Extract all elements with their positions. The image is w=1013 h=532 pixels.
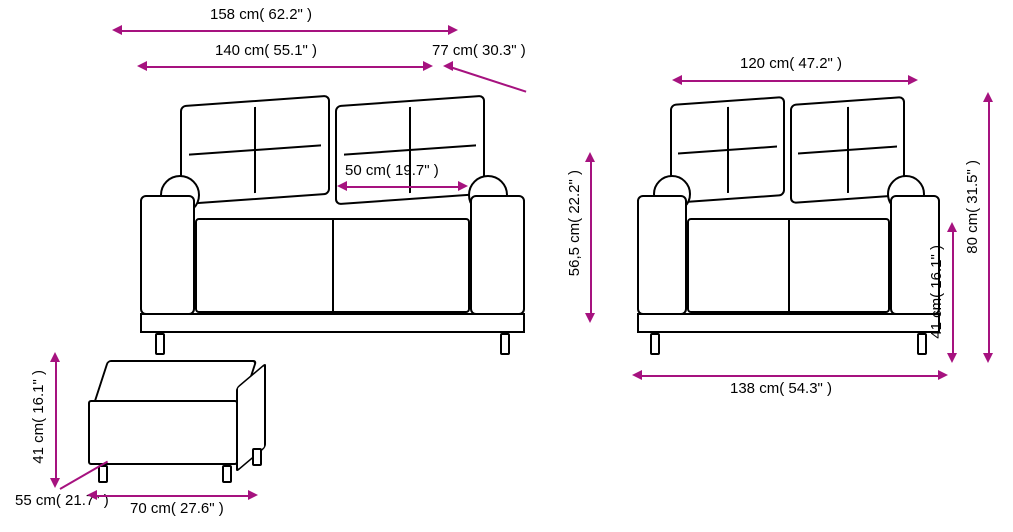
dim-arrow bbox=[947, 353, 957, 363]
ottoman-top bbox=[93, 360, 258, 405]
dim-line bbox=[120, 30, 450, 32]
dim-arrow bbox=[112, 25, 122, 35]
dim-arrow bbox=[423, 61, 433, 71]
dim-line bbox=[988, 100, 990, 355]
dim-arrow bbox=[137, 61, 147, 71]
diagram-root: 158 cm( 62.2" ) 140 cm( 55.1" ) 77 cm( 3… bbox=[0, 0, 1013, 532]
sofa-leg bbox=[155, 333, 165, 355]
two-seat-sofa bbox=[110, 100, 550, 360]
dim-arrow bbox=[50, 478, 60, 488]
dim-arrow bbox=[50, 352, 60, 362]
dim-line bbox=[952, 230, 954, 355]
dim-line bbox=[450, 66, 527, 93]
ottoman-leg bbox=[252, 448, 262, 466]
dim-line bbox=[95, 495, 250, 497]
sofa-arm-left bbox=[637, 195, 687, 315]
sofa-arm-left bbox=[140, 195, 195, 315]
dim-line bbox=[55, 360, 57, 480]
ottoman-leg bbox=[98, 465, 108, 483]
sofa-arm-right bbox=[470, 195, 525, 315]
loveseat bbox=[625, 100, 955, 360]
dim-arrow bbox=[87, 490, 97, 500]
dim-arrow bbox=[248, 490, 258, 500]
back-cushion bbox=[180, 95, 330, 205]
dim-label: 41 cm( 16.1" ) bbox=[30, 370, 47, 464]
seat-split bbox=[332, 218, 334, 313]
dim-arrow bbox=[337, 181, 347, 191]
dim-label: 50 cm( 19.7" ) bbox=[345, 162, 439, 179]
dim-arrow bbox=[632, 370, 642, 380]
sofa-leg bbox=[917, 333, 927, 355]
dim-label: 70 cm( 27.6" ) bbox=[130, 500, 224, 517]
dim-arrow bbox=[938, 370, 948, 380]
dim-line bbox=[640, 375, 940, 377]
dim-line bbox=[590, 160, 592, 315]
dim-arrow bbox=[908, 75, 918, 85]
ottoman bbox=[80, 360, 270, 500]
sofa-leg bbox=[650, 333, 660, 355]
ottoman-leg bbox=[222, 465, 232, 483]
dim-label: 56,5 cm( 22.2" ) bbox=[566, 170, 583, 276]
dim-label: 120 cm( 47.2" ) bbox=[740, 55, 842, 72]
dim-arrow bbox=[448, 25, 458, 35]
sofa-front-rail bbox=[140, 313, 525, 333]
dim-arrow bbox=[458, 181, 468, 191]
dim-arrow bbox=[585, 313, 595, 323]
dim-label: 158 cm( 62.2" ) bbox=[210, 6, 312, 23]
dim-label: 77 cm( 30.3" ) bbox=[432, 42, 526, 59]
dim-arrow bbox=[983, 353, 993, 363]
sofa-leg bbox=[500, 333, 510, 355]
dim-arrow bbox=[672, 75, 682, 85]
dim-line bbox=[680, 80, 910, 82]
dim-label: 138 cm( 54.3" ) bbox=[730, 380, 832, 397]
ottoman-front bbox=[88, 400, 238, 465]
dim-line bbox=[345, 186, 460, 188]
sofa-front-rail bbox=[637, 313, 940, 333]
dim-arrow bbox=[585, 152, 595, 162]
dim-arrow bbox=[947, 222, 957, 232]
dim-arrow bbox=[443, 61, 453, 71]
dim-label: 41 cm( 16.1" ) bbox=[928, 245, 945, 339]
dim-label: 140 cm( 55.1" ) bbox=[215, 42, 317, 59]
dim-label: 80 cm( 31.5" ) bbox=[964, 160, 981, 254]
dim-line bbox=[145, 66, 425, 68]
seat-split bbox=[788, 218, 790, 313]
dim-arrow bbox=[983, 92, 993, 102]
